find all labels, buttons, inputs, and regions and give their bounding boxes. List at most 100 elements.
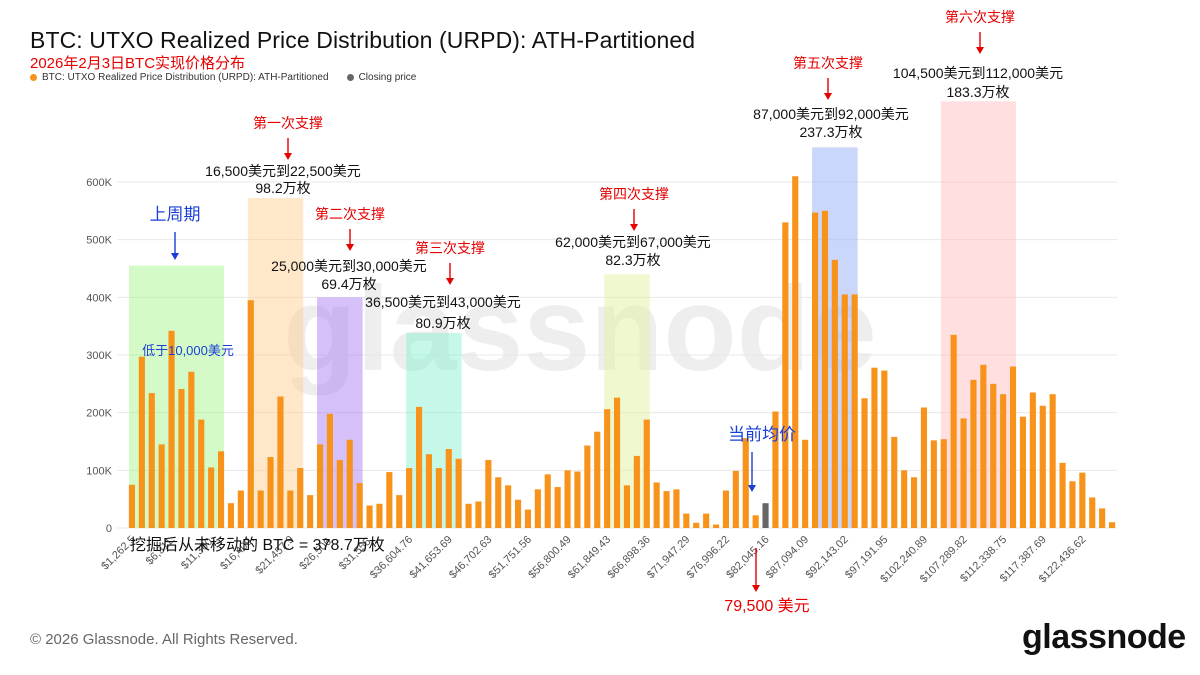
closing-price-bar bbox=[762, 503, 769, 528]
bar bbox=[237, 490, 244, 528]
bar bbox=[505, 485, 512, 528]
support-title-5: 第五次支撑 bbox=[793, 55, 863, 71]
bar bbox=[1019, 416, 1027, 528]
bar bbox=[802, 439, 809, 528]
y-tick-label: 0 bbox=[106, 523, 112, 535]
brand-logo: glassnode bbox=[1022, 618, 1186, 656]
support-arrow-3-icon bbox=[446, 278, 454, 285]
bar bbox=[604, 409, 611, 528]
bar bbox=[1059, 462, 1066, 528]
bar bbox=[623, 485, 631, 528]
region-support-3 bbox=[406, 333, 462, 528]
bar bbox=[485, 459, 492, 528]
bar bbox=[316, 444, 324, 528]
y-tick-label: 600K bbox=[86, 177, 112, 189]
copyright: © 2026 Glassnode. All Rights Reserved. bbox=[30, 631, 298, 648]
bar bbox=[811, 212, 819, 528]
bar bbox=[257, 490, 264, 528]
below-10k-label: 低于10,000美元 bbox=[142, 343, 234, 358]
bar bbox=[663, 491, 670, 528]
legend-dot-orange-icon bbox=[30, 74, 37, 81]
y-tick-label: 200K bbox=[86, 408, 112, 420]
prev-cycle-arrow-icon bbox=[171, 253, 179, 260]
chart-subtitle: 2026年2月3日BTC实现价格分布 bbox=[30, 55, 246, 72]
current-avg-arrow-icon bbox=[748, 485, 756, 492]
bar bbox=[881, 370, 888, 528]
y-tick-label: 500K bbox=[86, 235, 112, 247]
bar bbox=[950, 334, 957, 528]
bar bbox=[940, 439, 947, 528]
bar bbox=[673, 489, 680, 528]
support-amount-5: 237.3万枚 bbox=[799, 124, 862, 140]
bar bbox=[287, 490, 294, 528]
support-title-6: 第六次支撑 bbox=[945, 9, 1015, 25]
bar bbox=[554, 487, 561, 528]
support-amount-1: 98.2万枚 bbox=[255, 180, 310, 196]
support-title-2: 第二次支撑 bbox=[315, 206, 385, 222]
legend-item-closing[interactable]: Closing price bbox=[346, 72, 417, 83]
bar bbox=[613, 397, 621, 528]
unmoved-btc-note: 挖掘后从未移动的 BTC = 378.7万枚 bbox=[130, 536, 385, 554]
bar bbox=[1099, 508, 1106, 528]
bar bbox=[970, 379, 977, 528]
bar bbox=[544, 474, 551, 528]
bar bbox=[208, 467, 215, 528]
legend-label-urpd: BTC: UTXO Realized Price Distribution (U… bbox=[42, 72, 329, 83]
bar bbox=[415, 406, 423, 528]
bar bbox=[455, 458, 462, 528]
bar bbox=[782, 222, 789, 528]
bar bbox=[514, 499, 522, 528]
bar bbox=[158, 444, 165, 528]
bar bbox=[1029, 392, 1036, 528]
bar bbox=[445, 448, 452, 528]
support-amount-4: 82.3万枚 bbox=[605, 252, 660, 268]
bar bbox=[861, 398, 868, 528]
bar bbox=[821, 210, 829, 529]
bar bbox=[722, 490, 730, 528]
bar bbox=[188, 371, 195, 528]
bar bbox=[396, 495, 403, 528]
bar bbox=[920, 407, 928, 528]
bar bbox=[227, 503, 235, 528]
legend-label-closing: Closing price bbox=[358, 72, 417, 83]
bar bbox=[277, 396, 284, 528]
bar bbox=[475, 501, 482, 528]
chart-title: BTC: UTXO Realized Price Distribution (U… bbox=[30, 27, 696, 53]
current-price-label: 79,500 美元 bbox=[724, 597, 809, 615]
bar bbox=[534, 489, 541, 528]
bar bbox=[960, 418, 967, 528]
bar bbox=[307, 495, 314, 528]
bar bbox=[871, 367, 878, 528]
current-avg-label: 当前均价 bbox=[728, 425, 796, 444]
bar bbox=[683, 513, 690, 528]
bar bbox=[633, 455, 640, 528]
bar bbox=[168, 330, 175, 528]
bar bbox=[742, 438, 749, 528]
current-price-arrow-icon bbox=[752, 585, 760, 592]
y-tick-label: 100K bbox=[86, 465, 112, 477]
bar bbox=[1108, 522, 1116, 528]
legend-item-urpd[interactable]: BTC: UTXO Realized Price Distribution (U… bbox=[30, 72, 329, 83]
bar bbox=[901, 470, 908, 528]
bar bbox=[217, 451, 225, 528]
watermark-text: glassnode bbox=[283, 262, 877, 396]
bar bbox=[792, 176, 799, 528]
support-range-2: 25,000美元到30,000美元 bbox=[271, 258, 427, 274]
bar bbox=[267, 457, 274, 528]
bar bbox=[831, 259, 838, 528]
bar bbox=[1079, 472, 1086, 528]
bar bbox=[376, 503, 383, 528]
bar bbox=[574, 471, 581, 528]
y-tick-label: 400K bbox=[86, 292, 112, 304]
support-title-4: 第四次支撑 bbox=[599, 186, 669, 202]
bar bbox=[406, 468, 413, 528]
bar bbox=[703, 513, 710, 528]
bar bbox=[1069, 481, 1076, 528]
bar bbox=[643, 419, 650, 528]
bar bbox=[1089, 497, 1096, 528]
bar bbox=[594, 431, 601, 528]
bar bbox=[584, 445, 591, 528]
bar bbox=[198, 419, 205, 528]
bar bbox=[148, 393, 155, 528]
